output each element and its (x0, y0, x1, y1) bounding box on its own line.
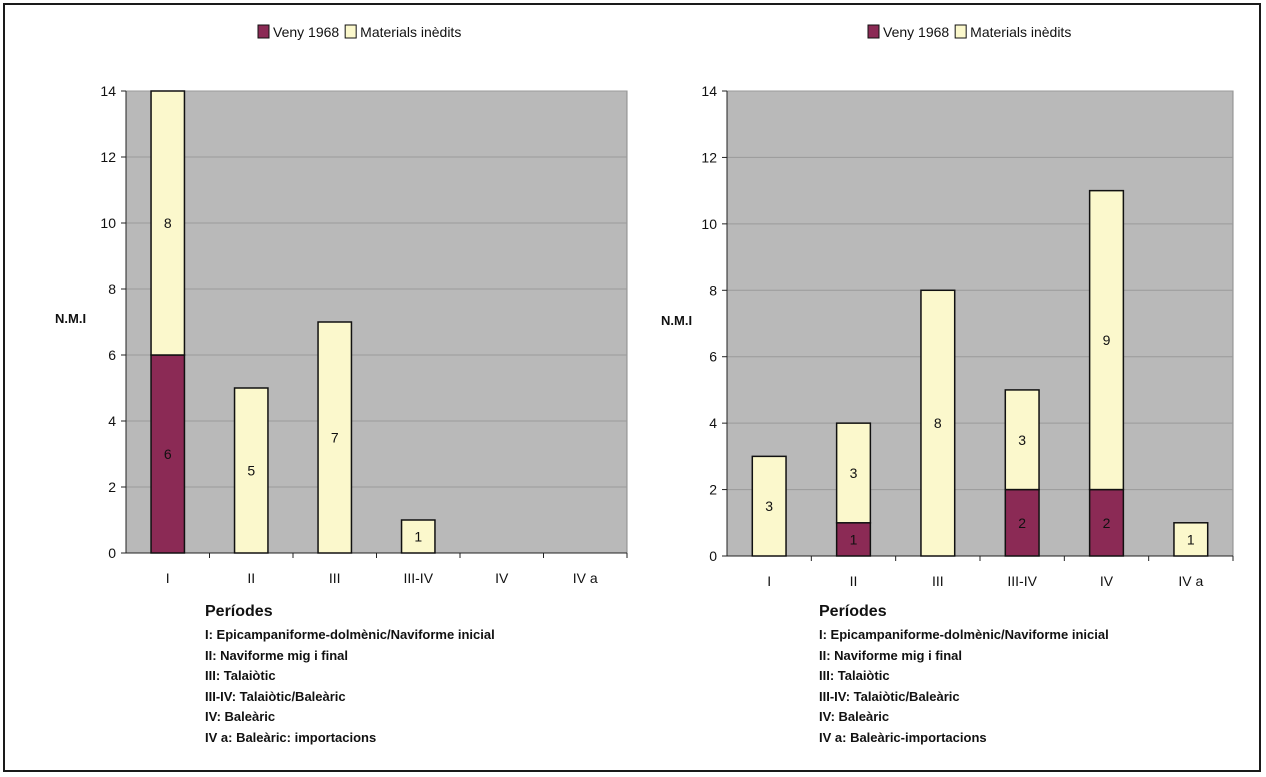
x-tick-label: I (767, 573, 771, 589)
y-tick-label: 0 (709, 548, 717, 564)
bar-segment (1004, 488, 1040, 557)
y-tick-label: 2 (108, 479, 116, 495)
bar-segment (317, 321, 353, 554)
y-tick-label: 6 (709, 349, 717, 365)
data-label: 3 (765, 498, 773, 514)
bar-segment (1088, 488, 1125, 557)
legend-swatch (954, 24, 967, 39)
y-tick-label: 6 (108, 347, 116, 363)
legend-label: Veny 1968 (273, 24, 339, 40)
y-tick-label: 4 (108, 413, 116, 429)
period-note: IV: Baleàric (205, 709, 276, 724)
y-tick-label: 14 (701, 83, 717, 99)
data-label: 1 (1187, 531, 1195, 547)
period-note: III: Talaiòtic (205, 668, 276, 683)
chart-left: 0 2 4 6 8 10 12 14 N.M.I I 6 8 II 5 III 7 III-IV 1 IV IV a V… (55, 24, 628, 586)
y-axis-label: N.M.I (55, 311, 86, 326)
periods-legend-right: Períodes I: Epicampaniforme-dolmènic/Nav… (819, 603, 1109, 748)
period-note: IV a: Baleàric: importacions (205, 729, 377, 745)
periods-title: Períodes (819, 603, 887, 620)
period-note: I: Epicampaniforme-dolmènic/Naviforme in… (819, 627, 1109, 642)
data-label: 9 (1103, 332, 1111, 348)
data-label: 2 (1018, 515, 1026, 531)
legend-swatch (344, 24, 357, 39)
y-tick-label: 12 (701, 149, 717, 165)
y-axis-label: N.M.I (661, 313, 692, 328)
data-label: 5 (247, 463, 255, 479)
data-label: 1 (414, 529, 422, 545)
bar-segment (835, 422, 872, 524)
y-tick-label: 4 (709, 415, 717, 431)
bar-segment (150, 90, 186, 356)
y-tick-label: 14 (100, 83, 116, 99)
y-tick-label: 2 (709, 482, 717, 498)
x-tick-label: II (850, 573, 858, 589)
period-note: II: Naviforme mig i final (819, 647, 963, 663)
data-label: 7 (331, 430, 339, 446)
y-tick-label: 12 (100, 149, 116, 165)
period-note: III-IV: Talaiòtic/Baleàric (205, 688, 346, 704)
period-note: III: Talaiòtic (819, 668, 890, 683)
x-tick-label: III (932, 573, 944, 589)
data-label: 3 (1018, 432, 1026, 448)
y-tick-label: 8 (108, 281, 116, 297)
bar-segment (835, 522, 872, 557)
data-label: 8 (934, 415, 942, 431)
y-tick-label: 0 (108, 545, 116, 561)
data-label: 3 (850, 465, 858, 481)
bar-segment (920, 289, 956, 557)
plot-area (125, 90, 628, 554)
bar-segment (233, 387, 269, 554)
bar-segment (1004, 389, 1040, 491)
periods-legend-left: Períodes I: Epicampaniforme-dolmènic/Nav… (205, 603, 495, 748)
y-tick-label: 8 (709, 282, 717, 298)
x-tick-label: IV a (1178, 573, 1203, 589)
x-tick-label: III-IV (403, 570, 433, 586)
bar-segment (751, 455, 787, 557)
x-tick-label: IV a (573, 570, 598, 586)
data-label: 8 (164, 215, 172, 231)
period-note: IV: Baleàric (819, 709, 890, 724)
legend-swatch (257, 24, 270, 39)
period-note: I: Epicampaniforme-dolmènic/Naviforme in… (205, 627, 495, 642)
chart-right: 0 2 4 6 8 10 12 14 N.M.I I 3 II 1 3 III 8 III-IV 2 3 IV 2 9 IV… (661, 24, 1234, 589)
legend-swatch (867, 24, 880, 39)
bar-segment (1088, 189, 1125, 491)
data-label: 2 (1103, 515, 1111, 531)
y-tick-label: 10 (100, 215, 116, 231)
periods-title: Períodes (205, 603, 273, 620)
period-note: III-IV: Talaiòtic/Baleàric (819, 688, 960, 704)
data-label: 1 (850, 531, 858, 547)
x-tick-label: IV (1100, 573, 1114, 589)
legend-label: Materials inèdits (360, 24, 461, 40)
y-tick-label: 10 (701, 216, 717, 232)
x-tick-label: II (247, 570, 255, 586)
x-tick-label: III (329, 570, 341, 586)
legend-label: Materials inèdits (970, 24, 1071, 40)
legend-label: Veny 1968 (883, 24, 949, 40)
plot-area (726, 90, 1234, 557)
bar-segment (400, 519, 436, 554)
x-tick-label: I (166, 570, 170, 586)
period-note: IV a: Baleàric-importacions (819, 729, 987, 745)
x-tick-label: III-IV (1007, 573, 1037, 589)
period-note: II: Naviforme mig i final (205, 647, 349, 663)
data-label: 6 (164, 446, 172, 462)
bar-segment (1173, 522, 1209, 557)
x-tick-label: IV (495, 570, 509, 586)
